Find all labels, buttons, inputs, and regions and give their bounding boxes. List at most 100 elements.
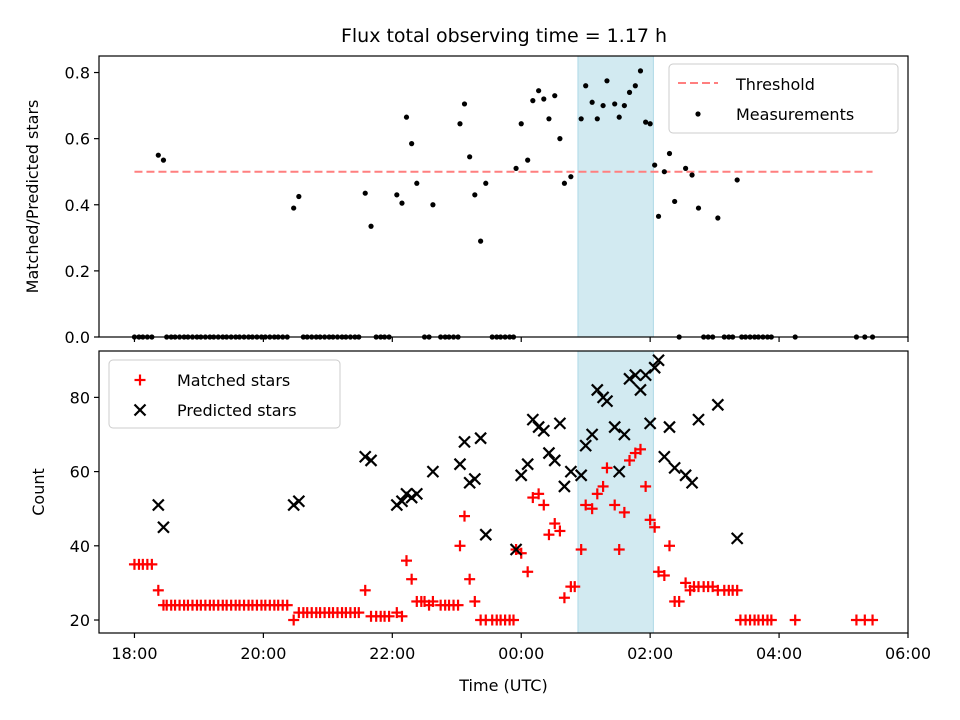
measurement-point <box>589 99 595 105</box>
matched-star-point <box>765 614 777 626</box>
predicted-star-point <box>639 368 652 382</box>
count-y-tick-label: 60 <box>70 463 90 482</box>
measurement-point <box>600 102 606 109</box>
predicted-star-point <box>634 383 647 397</box>
ratio-y-ticks: 0.0 0.2 0.4 0.6 0.8 <box>65 64 99 347</box>
measurement-point <box>637 68 644 74</box>
measurement-point <box>291 205 297 211</box>
count-y-tick-label: 20 <box>70 611 90 630</box>
measurement-point <box>552 93 558 99</box>
measurement-point <box>561 180 568 186</box>
matched-star-point <box>624 454 636 466</box>
matched-star-point <box>549 518 561 530</box>
matched-star-point <box>152 584 164 596</box>
measurement-point <box>461 101 468 107</box>
matched-star-point <box>396 610 408 622</box>
predicted-star-point <box>521 457 534 471</box>
matched-star-point <box>867 614 879 626</box>
matched-star-point <box>586 503 598 515</box>
predicted-star-point <box>711 398 725 412</box>
measurement-point <box>683 165 689 171</box>
predicted-star-point <box>618 428 631 441</box>
count-legend-box <box>108 359 341 429</box>
legend-predicted-marker <box>133 403 147 417</box>
count-legend: Matched stars Predicted stars <box>108 359 341 429</box>
predicted-star-point <box>152 498 165 512</box>
predicted-star-point <box>668 461 681 475</box>
measurement-points <box>131 68 876 340</box>
x-tick-label: 18:00 <box>111 644 157 663</box>
matched-star-point <box>789 614 801 626</box>
predicted-star-point <box>612 465 626 478</box>
matched-star-point <box>558 592 570 604</box>
chart-title: Flux total observing time = 1.17 h <box>341 25 667 47</box>
predicted-star-point <box>585 428 599 441</box>
matched-star-point <box>569 581 581 593</box>
predicted-star-point <box>591 383 604 397</box>
predicted-star-point <box>564 465 578 478</box>
matched-star-point <box>454 540 466 552</box>
predicted-star-point <box>526 413 540 426</box>
count-x-ticks: 18:00 20:00 22:00 00:00 02:00 04:00 06:00 <box>111 633 931 663</box>
measurement-point <box>643 119 649 125</box>
predicted-star-point <box>663 420 676 434</box>
predicted-star-point <box>479 528 493 541</box>
count-y-ticks: 20 40 60 80 <box>70 388 99 630</box>
measurement-point <box>557 136 563 142</box>
ratio-y-tick-label: 0.0 <box>65 328 90 347</box>
predicted-star-point <box>468 472 482 486</box>
matched-star-point <box>507 614 519 626</box>
matched-star-point <box>640 480 652 492</box>
ratio-y-axis-label: Matched/Predicted stars <box>23 100 42 294</box>
measurement-point <box>525 157 531 163</box>
measurement-point <box>296 193 302 200</box>
predicted-star-point <box>292 494 306 508</box>
matched-star-point <box>353 607 365 619</box>
measurement-point <box>368 223 374 229</box>
matched-star-point <box>543 529 555 541</box>
legend-matched-label: Matched stars <box>177 371 290 390</box>
predicted-star-point <box>426 465 440 478</box>
measurement-point <box>583 83 589 89</box>
matched-star-point <box>591 488 603 500</box>
matched-star-point <box>644 514 656 526</box>
measurement-point <box>430 202 436 208</box>
predicted-star-point <box>685 476 699 490</box>
matched-star-point <box>359 584 371 596</box>
matched-star-point <box>613 544 625 556</box>
measurement-point <box>399 200 405 206</box>
measurement-point <box>472 192 478 198</box>
predicted-star-points <box>152 353 744 556</box>
legend-threshold-label: Threshold <box>735 75 815 94</box>
count-y-tick-label: 80 <box>70 388 90 407</box>
matched-star-points <box>128 443 879 626</box>
matched-star-point <box>383 610 395 622</box>
matched-star-point <box>680 577 692 589</box>
measurement-point <box>457 121 463 127</box>
legend-matched-swatch <box>134 374 146 386</box>
measurement-point <box>594 116 600 122</box>
predicted-star-point <box>514 469 528 482</box>
matched-star-point <box>609 499 621 511</box>
observing-window-span-bottom <box>577 350 654 634</box>
measurement-point <box>626 89 633 95</box>
measurement-point <box>621 102 627 109</box>
matched-star-point <box>538 499 550 511</box>
matched-star-point <box>649 521 661 533</box>
ratio-legend: Threshold Measurements <box>668 63 899 134</box>
matched-star-point <box>663 540 675 552</box>
measurement-point <box>362 190 368 196</box>
measurement-point <box>632 83 638 89</box>
predicted-star-point <box>623 372 636 386</box>
predicted-star-point <box>643 417 657 430</box>
measurement-point <box>409 141 415 147</box>
matched-star-point <box>281 599 293 611</box>
measurement-point <box>530 98 536 104</box>
measurement-point <box>483 180 489 186</box>
matched-star-point <box>452 599 464 611</box>
count-axes-frame <box>98 350 909 634</box>
count-y-tick-label: 40 <box>70 537 90 556</box>
matched-star-point <box>288 614 300 626</box>
measurement-point <box>734 177 740 183</box>
measurement-point <box>536 88 542 94</box>
